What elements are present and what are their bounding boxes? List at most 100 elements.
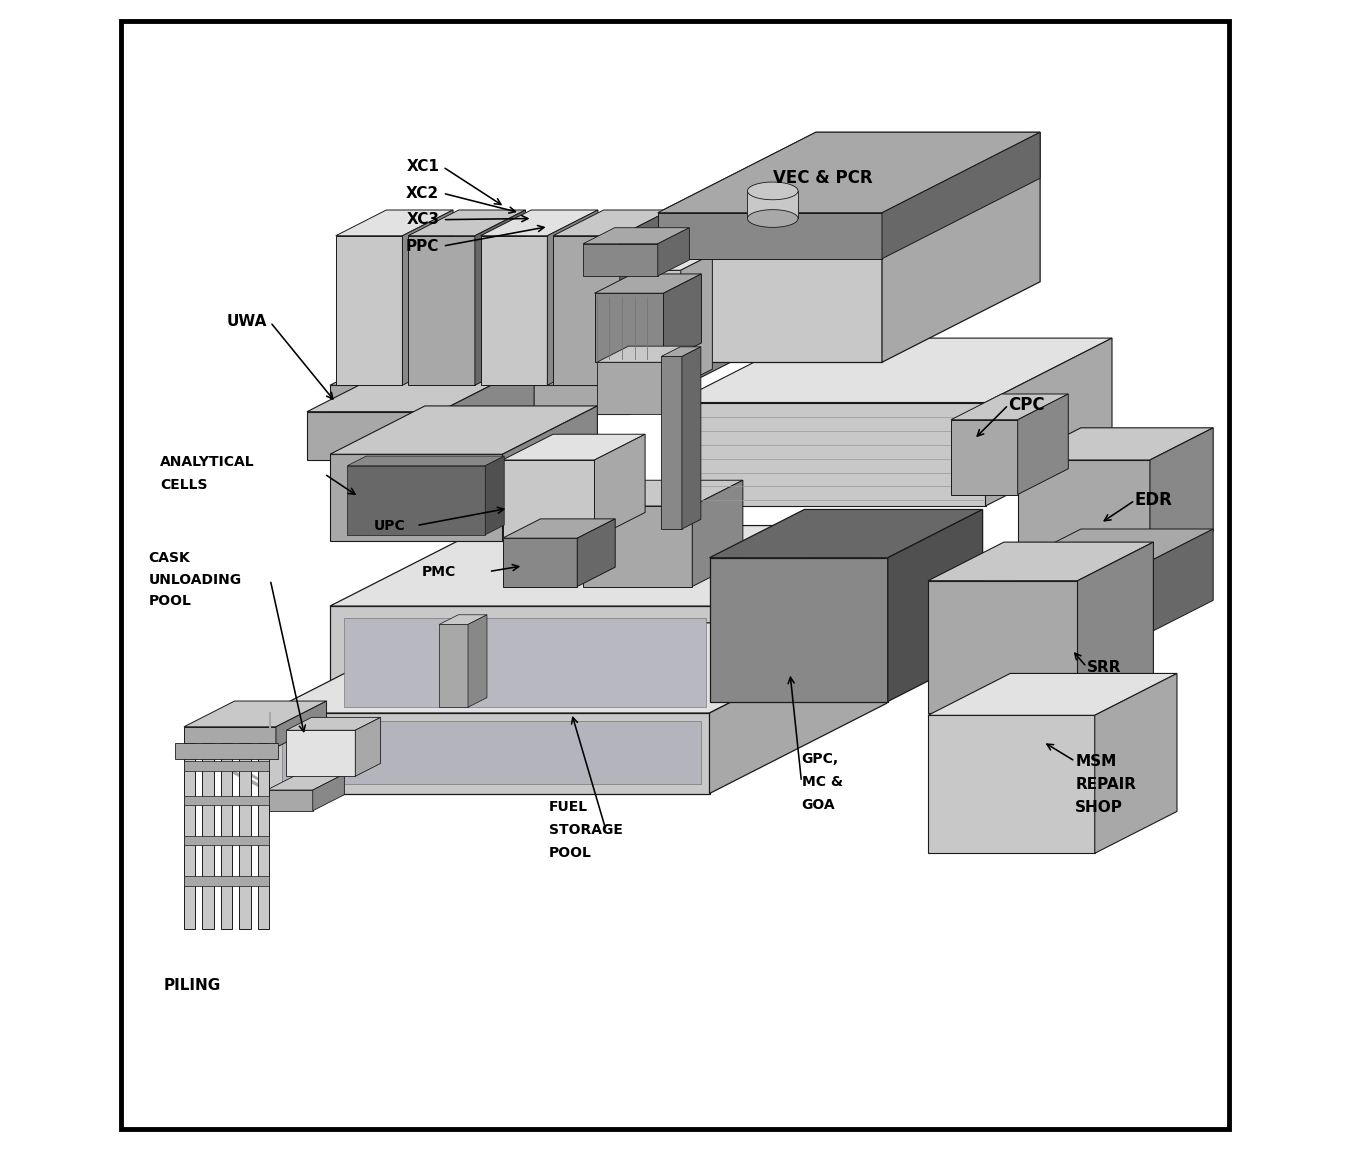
Text: GPC,: GPC, <box>802 752 838 766</box>
Bar <box>282 721 702 784</box>
Polygon shape <box>662 356 682 529</box>
Text: UPC: UPC <box>374 519 405 532</box>
Text: STORAGE: STORAGE <box>548 823 622 837</box>
Polygon shape <box>634 270 680 385</box>
Polygon shape <box>583 481 743 506</box>
Polygon shape <box>475 210 525 385</box>
Polygon shape <box>439 363 535 460</box>
Bar <box>184 761 269 771</box>
Polygon shape <box>502 435 645 460</box>
Polygon shape <box>502 460 594 538</box>
Polygon shape <box>597 346 695 362</box>
Text: GOA: GOA <box>802 798 836 812</box>
Polygon shape <box>675 402 986 506</box>
Polygon shape <box>882 132 1040 259</box>
Polygon shape <box>502 519 616 538</box>
Polygon shape <box>1150 428 1214 564</box>
Polygon shape <box>888 509 983 702</box>
Polygon shape <box>306 363 535 412</box>
Polygon shape <box>336 210 454 236</box>
Polygon shape <box>657 213 882 362</box>
Polygon shape <box>439 615 487 624</box>
Text: PPC: PPC <box>406 238 439 254</box>
Text: XC2: XC2 <box>406 185 439 201</box>
Text: SRR: SRR <box>1087 659 1122 675</box>
Polygon shape <box>329 606 716 715</box>
Polygon shape <box>329 454 502 540</box>
Polygon shape <box>748 182 798 200</box>
Polygon shape <box>408 236 475 385</box>
Polygon shape <box>1018 428 1214 460</box>
Polygon shape <box>485 457 504 535</box>
Bar <box>344 618 706 707</box>
Bar <box>174 743 278 759</box>
Polygon shape <box>675 338 1112 402</box>
Bar <box>221 743 232 929</box>
Polygon shape <box>950 420 1018 494</box>
Polygon shape <box>682 347 701 529</box>
Polygon shape <box>1095 674 1177 853</box>
Polygon shape <box>748 209 798 228</box>
Polygon shape <box>306 412 439 460</box>
Polygon shape <box>927 715 1095 853</box>
Polygon shape <box>634 254 713 270</box>
Polygon shape <box>583 244 657 276</box>
Bar <box>184 796 269 805</box>
Polygon shape <box>1018 561 1150 632</box>
Polygon shape <box>554 210 671 236</box>
Text: MC &: MC & <box>802 775 842 789</box>
Polygon shape <box>329 526 873 606</box>
Polygon shape <box>710 623 887 794</box>
Text: POOL: POOL <box>148 595 192 608</box>
Polygon shape <box>439 624 468 707</box>
Text: EDR: EDR <box>1135 491 1173 509</box>
Polygon shape <box>927 581 1077 713</box>
Polygon shape <box>347 457 504 466</box>
Polygon shape <box>950 394 1068 420</box>
Polygon shape <box>267 713 710 794</box>
Polygon shape <box>402 210 454 385</box>
Polygon shape <box>313 774 344 811</box>
Bar <box>184 876 269 886</box>
Bar <box>258 743 269 929</box>
Polygon shape <box>663 274 702 362</box>
Text: UNLOADING: UNLOADING <box>148 573 242 586</box>
Polygon shape <box>1018 529 1214 561</box>
Text: POOL: POOL <box>548 846 591 860</box>
Text: PILING: PILING <box>163 978 220 994</box>
Polygon shape <box>710 558 888 702</box>
Polygon shape <box>1018 394 1068 494</box>
Polygon shape <box>502 406 597 540</box>
Polygon shape <box>657 213 882 259</box>
Text: PMC: PMC <box>423 565 456 578</box>
Polygon shape <box>583 506 693 586</box>
Polygon shape <box>620 210 671 385</box>
Polygon shape <box>408 210 525 236</box>
Text: CPC: CPC <box>1008 396 1045 414</box>
Polygon shape <box>986 338 1112 506</box>
Polygon shape <box>882 132 1040 362</box>
Polygon shape <box>468 615 487 707</box>
Polygon shape <box>927 674 1177 715</box>
Polygon shape <box>663 346 695 414</box>
Polygon shape <box>547 210 598 385</box>
Polygon shape <box>481 236 547 385</box>
Polygon shape <box>693 481 743 586</box>
Polygon shape <box>481 210 598 236</box>
Polygon shape <box>716 526 873 715</box>
Text: CELLS: CELLS <box>159 478 208 492</box>
Polygon shape <box>597 362 663 414</box>
Text: XC3: XC3 <box>406 212 439 228</box>
Polygon shape <box>329 385 629 414</box>
Polygon shape <box>594 274 702 293</box>
Polygon shape <box>267 623 887 713</box>
Polygon shape <box>347 466 485 535</box>
Bar <box>202 743 213 929</box>
Bar <box>748 191 798 218</box>
Polygon shape <box>267 774 344 790</box>
Text: SHOP: SHOP <box>1075 799 1123 815</box>
Polygon shape <box>1018 460 1150 564</box>
Text: UWA: UWA <box>227 314 267 330</box>
Text: CASK: CASK <box>148 551 190 565</box>
Polygon shape <box>594 293 663 362</box>
